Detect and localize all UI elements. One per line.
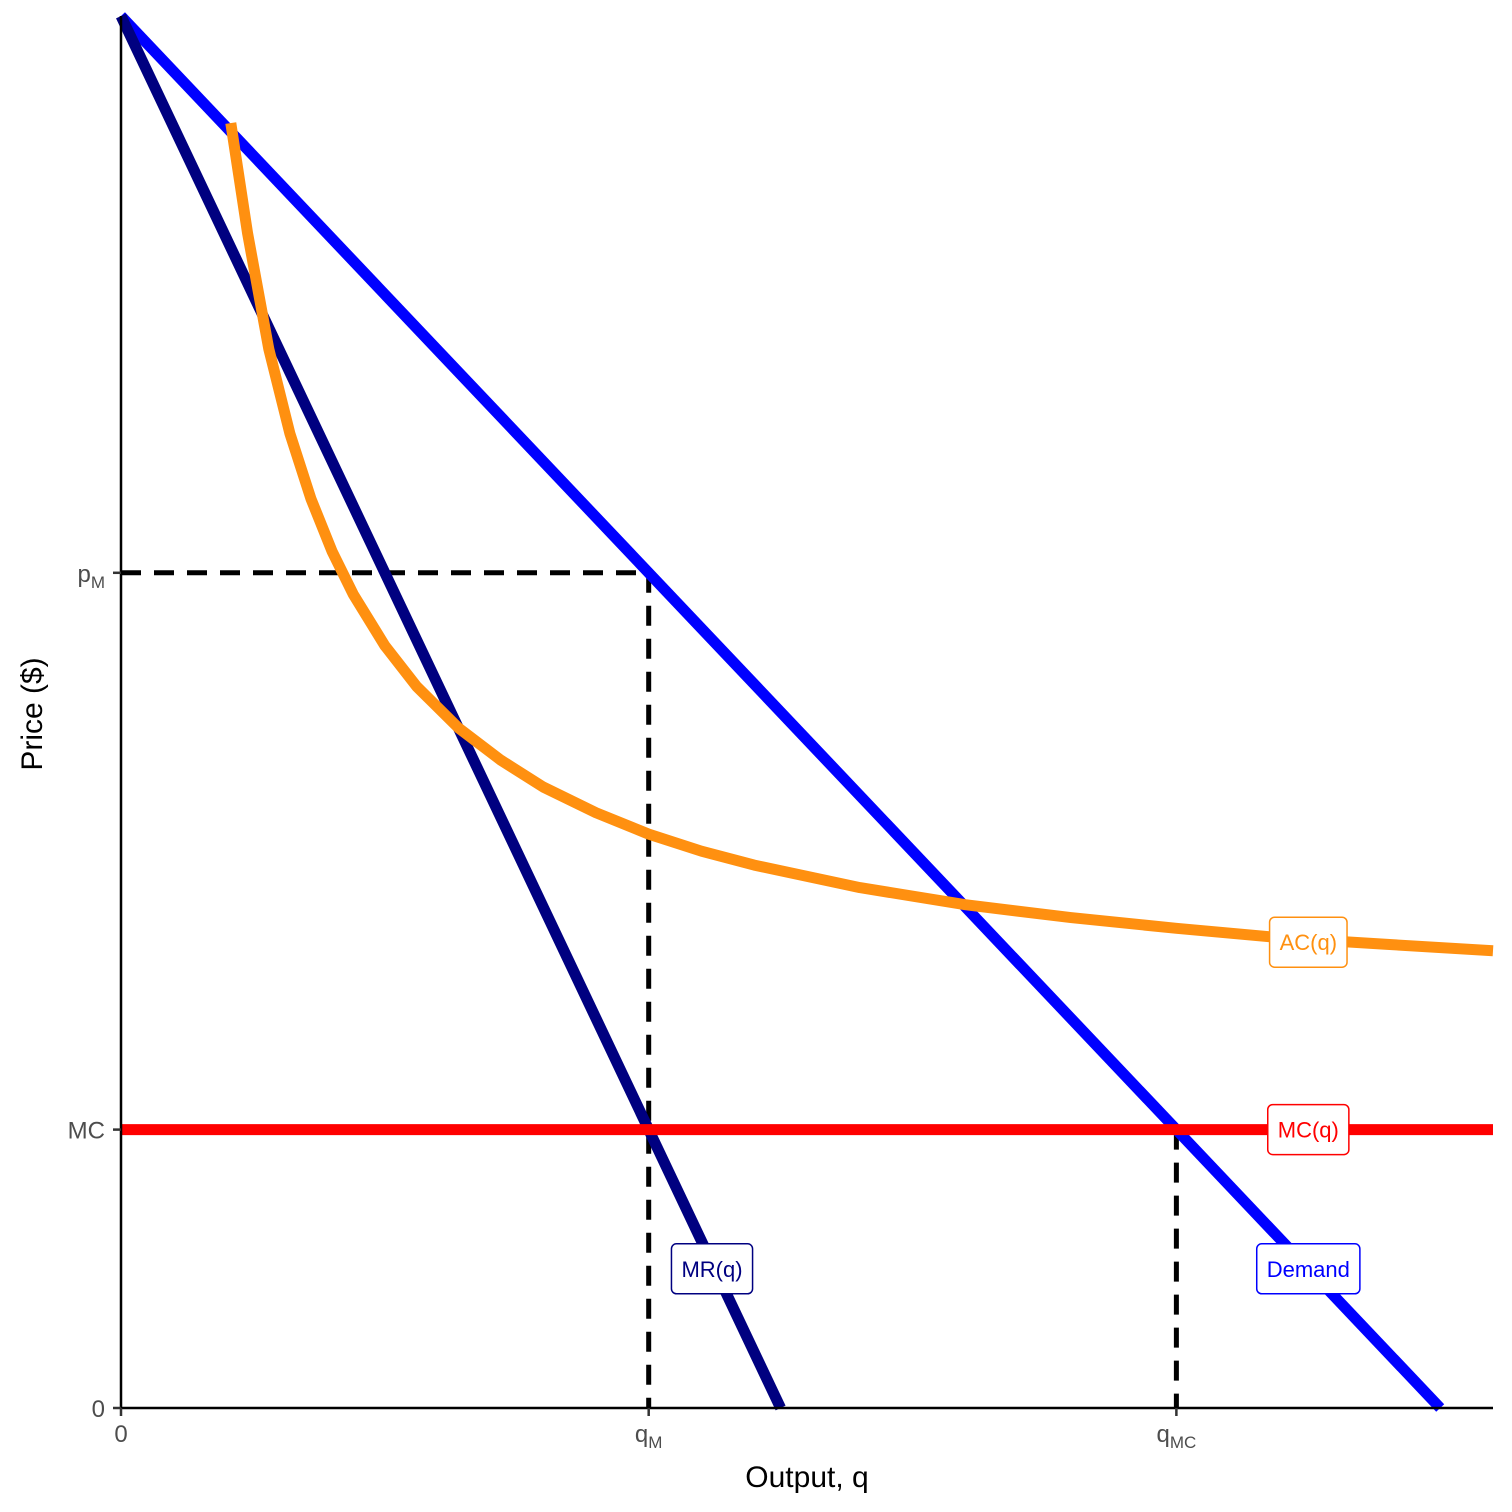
- demand-label-box: [1255, 1243, 1361, 1295]
- series-demand-line: [117, 12, 1445, 1412]
- demand-label: Demand: [1255, 1243, 1361, 1295]
- x-axis-title: Output, q: [745, 1461, 868, 1494]
- ac-q-label-box: [1268, 916, 1348, 968]
- axes: 0 qM qMC 0 MC pM: [68, 16, 1493, 1452]
- mr-q-label-box: [670, 1243, 754, 1295]
- y-tick-label: MC: [68, 1118, 105, 1145]
- y-tick-label: pM: [77, 561, 105, 592]
- mc-q-label-box: [1267, 1103, 1350, 1156]
- ac-q-label-text: AC(q): [1280, 930, 1337, 955]
- demand-label-text: Demand: [1267, 1257, 1350, 1282]
- y-tick-label: 0: [92, 1396, 105, 1423]
- mr-q-label-text: MR(q): [681, 1257, 742, 1282]
- x-tick-label: qM: [635, 1421, 663, 1452]
- curve-labels: Demand MR(q) MC(q) AC(q): [670, 916, 1361, 1295]
- x-tick-label: qMC: [1156, 1421, 1196, 1452]
- mr-q-label: MR(q): [670, 1243, 754, 1295]
- x-tick-label: 0: [114, 1421, 127, 1448]
- series-ac-q-line: [225, 122, 1494, 957]
- series-lines: [116, 12, 1494, 1412]
- mc-q-label: MC(q): [1267, 1103, 1350, 1156]
- reference-lines: [121, 570, 1179, 1408]
- mc-q-label-text: MC(q): [1278, 1118, 1339, 1143]
- ac-q-label: AC(q): [1268, 916, 1348, 968]
- series-mr-q-line: [116, 13, 786, 1411]
- y-axis-title: Price ($): [16, 657, 49, 770]
